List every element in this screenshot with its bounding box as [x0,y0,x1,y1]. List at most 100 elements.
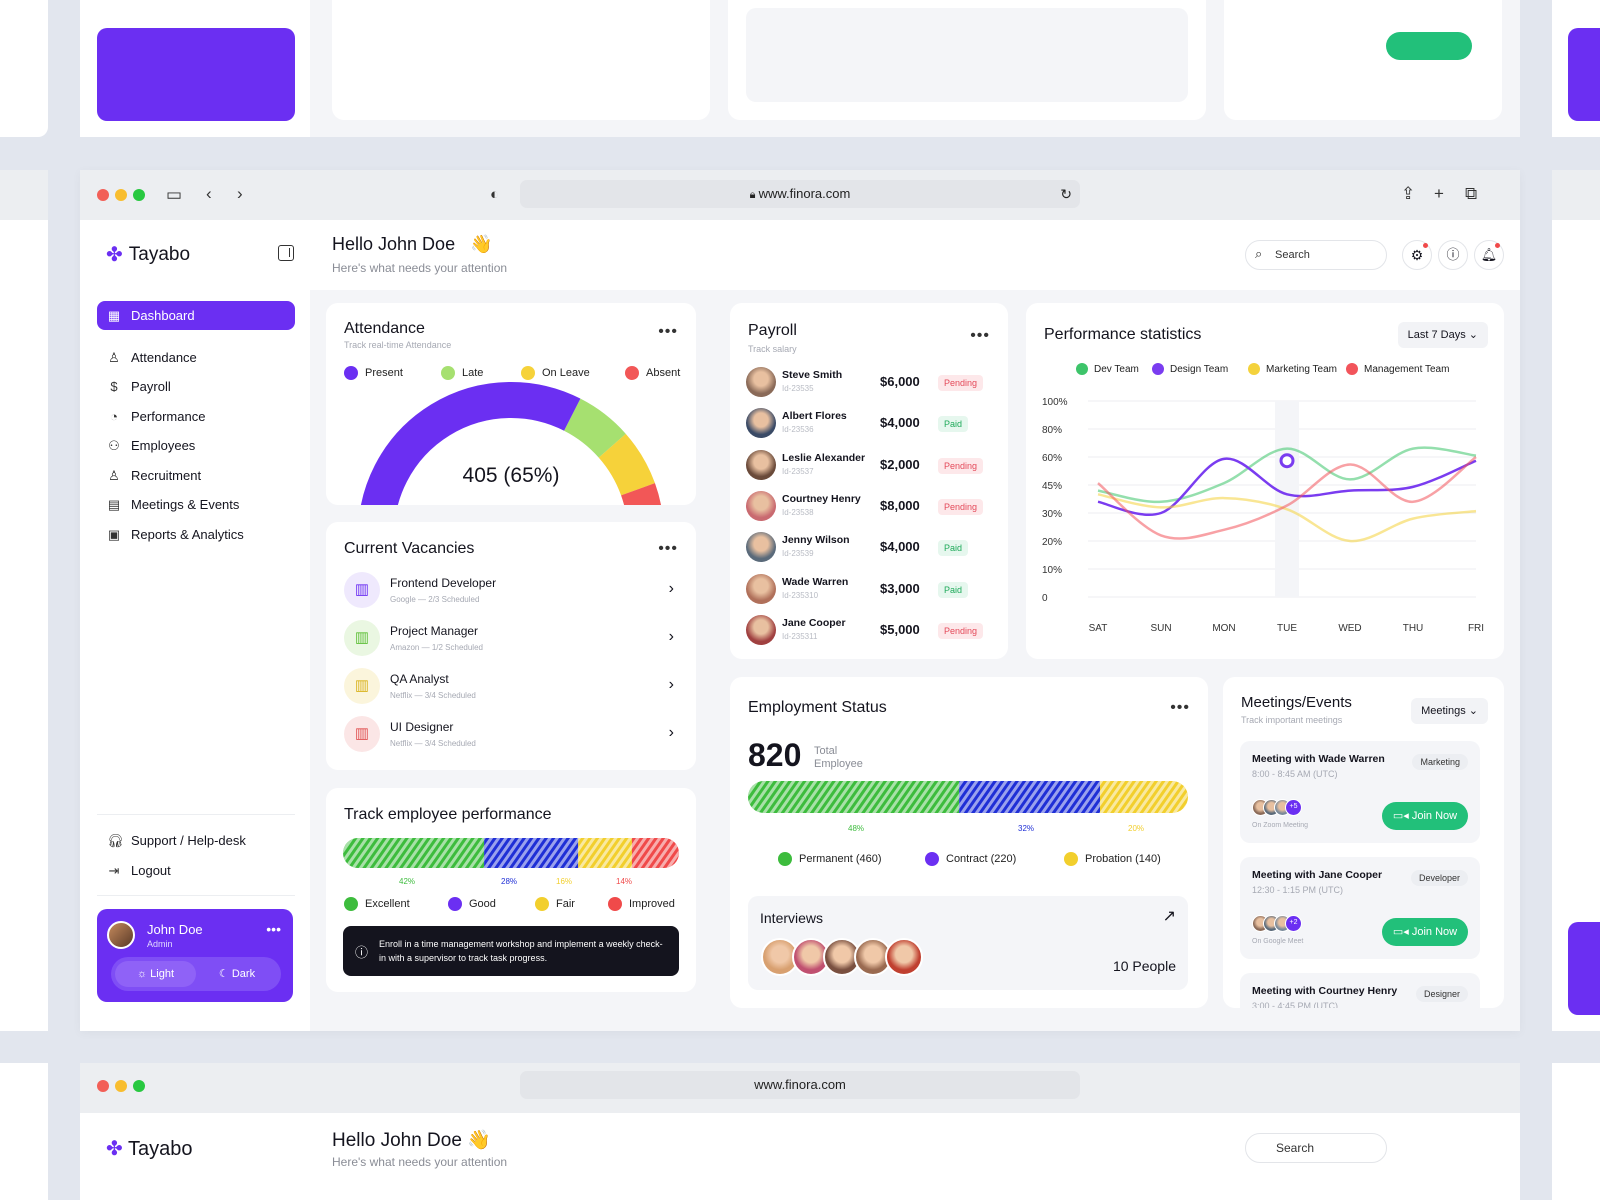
user-role: Admin [147,939,173,949]
legend-late: Late [441,366,483,380]
sidebar-item-label: Recruitment [131,468,202,483]
building-icon: ▥ [344,572,380,608]
legend-dot [625,366,639,380]
employee-id: Id-23536 [782,425,814,435]
ghost-search: Search [1245,1133,1387,1163]
payroll-row[interactable]: Steve Smith Id-23535 $6,000 Pending [746,365,992,399]
payroll-row[interactable]: Jenny Wilson Id-23539 $4,000 Paid [746,530,992,564]
vacancies-card: Current Vacancies ••• ▥ Frontend Develope… [326,522,696,770]
y-tick-label: 45% [1042,481,1062,492]
forward-arrow-icon[interactable]: › [237,184,243,203]
advice-note: ⓘ Enroll in a time management workshop a… [343,926,679,976]
address-bar[interactable]: 🔒︎ www.finora.com ↻ [520,180,1080,208]
join-now-button[interactable]: ▭◂ Join Now [1382,918,1468,946]
meeting-platform: On Google Meet [1252,938,1304,945]
sidebar-item-attendance[interactable]: ♙ Attendance [97,343,295,372]
user-menu-icon[interactable]: ••• [266,921,281,937]
attendance-gauge [361,382,661,505]
legend-on-leave: On Leave [521,366,590,380]
interviews-count: 10 People [1112,958,1176,974]
video-icon: ▭◂ [1392,810,1412,822]
salary-amount: $3,000 [880,580,920,596]
shield-icon[interactable]: ◐ [490,186,500,203]
ghost-right-content [1552,220,1600,1031]
vacancy-item[interactable]: ▥ QA Analyst Netflix — 3/4 Scheduled › [344,668,678,708]
vacancies-menu-icon[interactable]: ••• [658,540,678,557]
reload-icon[interactable]: ↻ [1060,186,1072,202]
notifications-button[interactable]: 🔔︎ [1474,240,1504,270]
sidebar-item-meetings-events[interactable]: ▤ Meetings & Events [97,490,295,519]
payroll-row[interactable]: Leslie Alexander Id-23537 $2,000 Pending [746,448,992,482]
info-button[interactable]: ⓘ [1438,240,1468,270]
tabs-overview-icon[interactable]: ⧉ [1465,184,1478,203]
payment-status-badge: Paid [938,581,969,598]
new-tab-icon[interactable]: + [1434,184,1444,203]
employee-name: Jane Cooper [782,616,846,629]
payroll-row[interactable]: Courtney Henry Id-23538 $8,000 Pending [746,489,992,523]
employee-name: Leslie Alexander [782,451,866,464]
ghost-left-bottom [0,1063,48,1200]
sidebar-item-payroll[interactable]: $ Payroll [97,372,295,401]
payroll-row[interactable]: Albert Flores Id-23536 $4,000 Paid [746,406,992,440]
light-theme-button[interactable]: ☼ Light [115,961,196,987]
sidebar-item-support[interactable]: 🎧︎ Support / Help-desk [107,832,246,849]
chevron-right-icon[interactable]: › [668,676,674,693]
search-input[interactable]: ⌕ Search [1245,240,1387,270]
vacancy-item[interactable]: ▥ Frontend Developer Google — 2/3 Schedule… [344,572,678,612]
legend-dot [1346,363,1358,375]
payroll-row[interactable]: Jane Cooper Id-235311 $5,000 Pending [746,613,992,647]
dark-theme-button[interactable]: ☾ Dark [218,968,256,980]
sidebar-toggle-icon[interactable]: ▭ [166,185,183,204]
chevron-right-icon[interactable]: › [668,580,674,597]
highlight-point[interactable] [1279,453,1295,469]
sidebar-divider [97,814,295,815]
open-interviews-icon[interactable]: ↗ [1162,908,1176,925]
sidebar-item-reports-analytics[interactable]: ▣ Reports & Analytics [97,520,295,549]
y-tick-label: 80% [1042,425,1062,436]
collapse-sidebar-icon[interactable] [278,245,294,261]
sidebar-item-label: Payroll [131,379,171,394]
series-line-marketing-team [1097,493,1477,543]
sidebar-item-dashboard[interactable]: ▦ Dashboard [97,301,295,330]
attendance-menu-icon[interactable]: ••• [658,323,678,340]
report-icon: ▣ [107,526,121,542]
chevron-right-icon[interactable]: › [668,628,674,645]
ghost-right-bottom [1552,1063,1600,1200]
employee-avatar [746,532,776,563]
user-search-icon: ♙ [108,467,120,483]
info-icon: ⓘ [1446,247,1460,262]
employee-id: Id-23539 [782,549,814,559]
minimize-window-dot[interactable] [115,189,127,201]
share-icon[interactable]: ⇪ [1401,184,1416,203]
chevron-right-icon[interactable]: › [668,724,674,741]
maximize-window-dot[interactable] [133,189,145,201]
vacancy-item[interactable]: ▥ UI Designer Netflix — 3/4 Scheduled › [344,716,678,756]
sidebar-item-employees[interactable]: ⚇ Employees [97,431,295,460]
sidebar-item-label: Reports & Analytics [131,527,244,542]
vacancy-role: Frontend Developer [390,576,497,590]
meetings-filter-dropdown[interactable]: Meetings ⌄ [1411,698,1488,724]
settings-button[interactable]: ⚙︎ [1402,240,1432,270]
vacancy-item[interactable]: ▥ Project Manager Amazon — 1/2 Scheduled › [344,620,678,660]
join-now-button[interactable]: ▭◂ Join Now [1382,802,1468,830]
payroll-row[interactable]: Wade Warren Id-235310 $3,000 Paid [746,572,992,606]
salary-amount: $8,000 [880,497,920,513]
payroll-menu-icon[interactable]: ••• [970,327,990,344]
close-window-dot[interactable] [97,189,109,201]
back-arrow-icon[interactable]: ‹ [206,184,212,203]
sidebar-item-logout[interactable]: ⇥ Logout [108,862,171,879]
legend-employment: Contract (220) [925,852,1016,866]
gauge-icon: ◔ [110,409,118,424]
employment-percent: 20% [1128,824,1145,833]
sidebar-item-performance[interactable]: ◔ Performance [97,402,295,431]
employment-menu-icon[interactable]: ••• [1170,699,1190,716]
employee-name: Albert Flores [782,410,847,423]
employee-name: Wade Warren [782,575,849,588]
track-bar [343,838,679,868]
user-name: John Doe [147,922,203,937]
sidebar-item-recruitment[interactable]: ♙ Recruitment [97,461,295,490]
ghost-right-user-top [1568,28,1600,121]
ghost-url-bar: www.finora.com [520,1071,1080,1099]
range-dropdown[interactable]: Last 7 Days ⌄ [1397,322,1488,348]
legend-improved: Improved [608,897,675,911]
